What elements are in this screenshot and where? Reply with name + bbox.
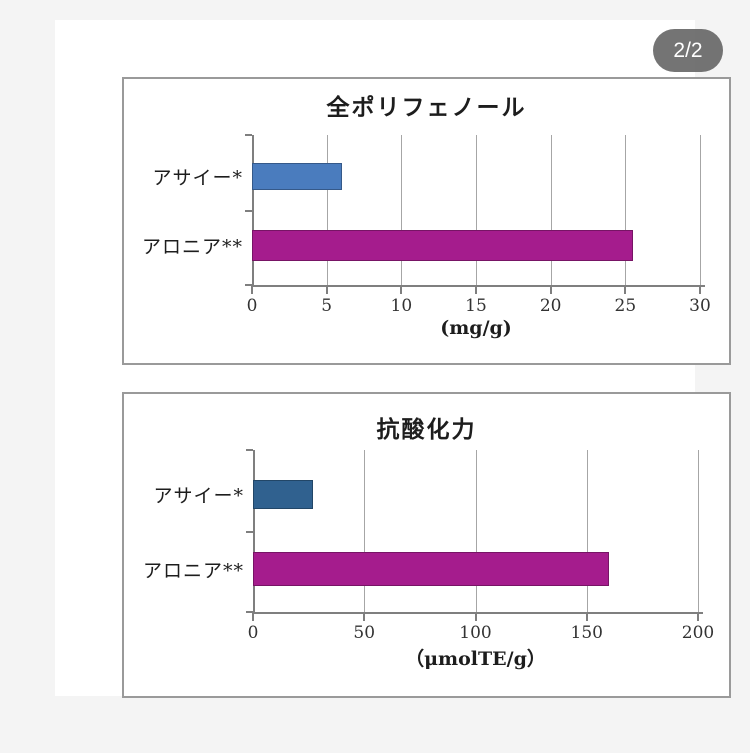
y-axis-line bbox=[253, 450, 255, 612]
x-axis-tick bbox=[252, 614, 254, 621]
pagination-badge: 2/2 bbox=[653, 29, 723, 72]
x-axis-line bbox=[252, 612, 703, 614]
x-tick-label: 5 bbox=[321, 296, 333, 316]
x-tick-label: 50 bbox=[353, 623, 376, 643]
bar-aronia bbox=[252, 229, 633, 261]
gridline bbox=[700, 135, 701, 285]
x-tick-label: 10 bbox=[390, 296, 413, 316]
x-axis-tick bbox=[325, 287, 328, 294]
chart-panel-antioxidant: 抗酸化力 アサイー* アロニア** （μmolTE/g） 0 50 100 150 20… bbox=[122, 392, 731, 698]
x-axis-tick bbox=[697, 614, 699, 621]
x-axis-unit-label: (mg/g) bbox=[440, 317, 512, 339]
x-axis-tick bbox=[400, 287, 403, 294]
plot-area-polyphenol: アサイー* アロニア** (mg/g) 0 5 10 15 20 25 30 bbox=[142, 134, 711, 339]
gridline bbox=[586, 450, 588, 612]
gridline bbox=[326, 135, 328, 285]
x-tick-label: 150 bbox=[570, 623, 603, 643]
x-tick-label: 100 bbox=[459, 623, 492, 643]
bar-aronia bbox=[253, 552, 609, 587]
y-axis-tick bbox=[246, 531, 253, 533]
x-axis-tick bbox=[474, 614, 477, 621]
x-axis-unit-label: （μmolTE/g） bbox=[405, 648, 546, 670]
x-tick-label: 15 bbox=[465, 296, 487, 316]
y-axis-tick bbox=[245, 134, 252, 136]
x-axis-tick bbox=[699, 287, 701, 294]
chart-panel-polyphenol: 全ポリフェノール アサイー* アロニア** (mg/g) 0 5 10 15 20 25 3… bbox=[122, 77, 731, 365]
x-axis-tick bbox=[585, 614, 588, 621]
gridline bbox=[698, 450, 699, 612]
bar-acai bbox=[253, 479, 314, 510]
y-axis-tick bbox=[246, 449, 253, 451]
bar-acai bbox=[252, 162, 342, 190]
category-label-aronia: アロニア** bbox=[141, 235, 243, 258]
y-axis-tick bbox=[245, 284, 252, 286]
category-label-acai: アサイー* bbox=[152, 166, 243, 189]
x-tick-label: 30 bbox=[689, 296, 711, 316]
gridline bbox=[364, 450, 366, 612]
category-label-acai: アサイー* bbox=[153, 485, 244, 508]
x-tick-label: 0 bbox=[247, 623, 259, 643]
x-axis-tick bbox=[251, 287, 253, 294]
y-axis-tick bbox=[246, 611, 253, 613]
gridline bbox=[550, 135, 552, 285]
category-label-aronia: アロニア** bbox=[142, 559, 244, 582]
x-axis-tick bbox=[363, 614, 366, 621]
gridline bbox=[625, 135, 627, 285]
x-tick-label: 0 bbox=[246, 296, 258, 316]
gridline bbox=[401, 135, 403, 285]
photo-image-area: 全ポリフェノール アサイー* アロニア** (mg/g) 0 5 10 15 20 25 3… bbox=[55, 20, 731, 698]
x-tick-label: 20 bbox=[539, 296, 562, 316]
x-axis-tick bbox=[624, 287, 627, 294]
y-axis-line bbox=[252, 135, 254, 285]
x-axis-line bbox=[251, 285, 705, 287]
y-axis-tick bbox=[245, 210, 252, 212]
x-axis-tick bbox=[475, 287, 477, 294]
x-tick-label: 25 bbox=[614, 296, 637, 316]
x-axis-tick bbox=[549, 287, 552, 294]
chart-title: 全ポリフェノール bbox=[326, 94, 527, 121]
plot-area-antioxidant: アサイー* アロニア** （μmolTE/g） 0 50 100 150 200 bbox=[143, 449, 714, 670]
x-tick-label: 200 bbox=[681, 623, 715, 643]
chart-title: 抗酸化力 bbox=[376, 416, 477, 443]
gridline bbox=[475, 450, 477, 612]
gridline bbox=[476, 135, 477, 285]
